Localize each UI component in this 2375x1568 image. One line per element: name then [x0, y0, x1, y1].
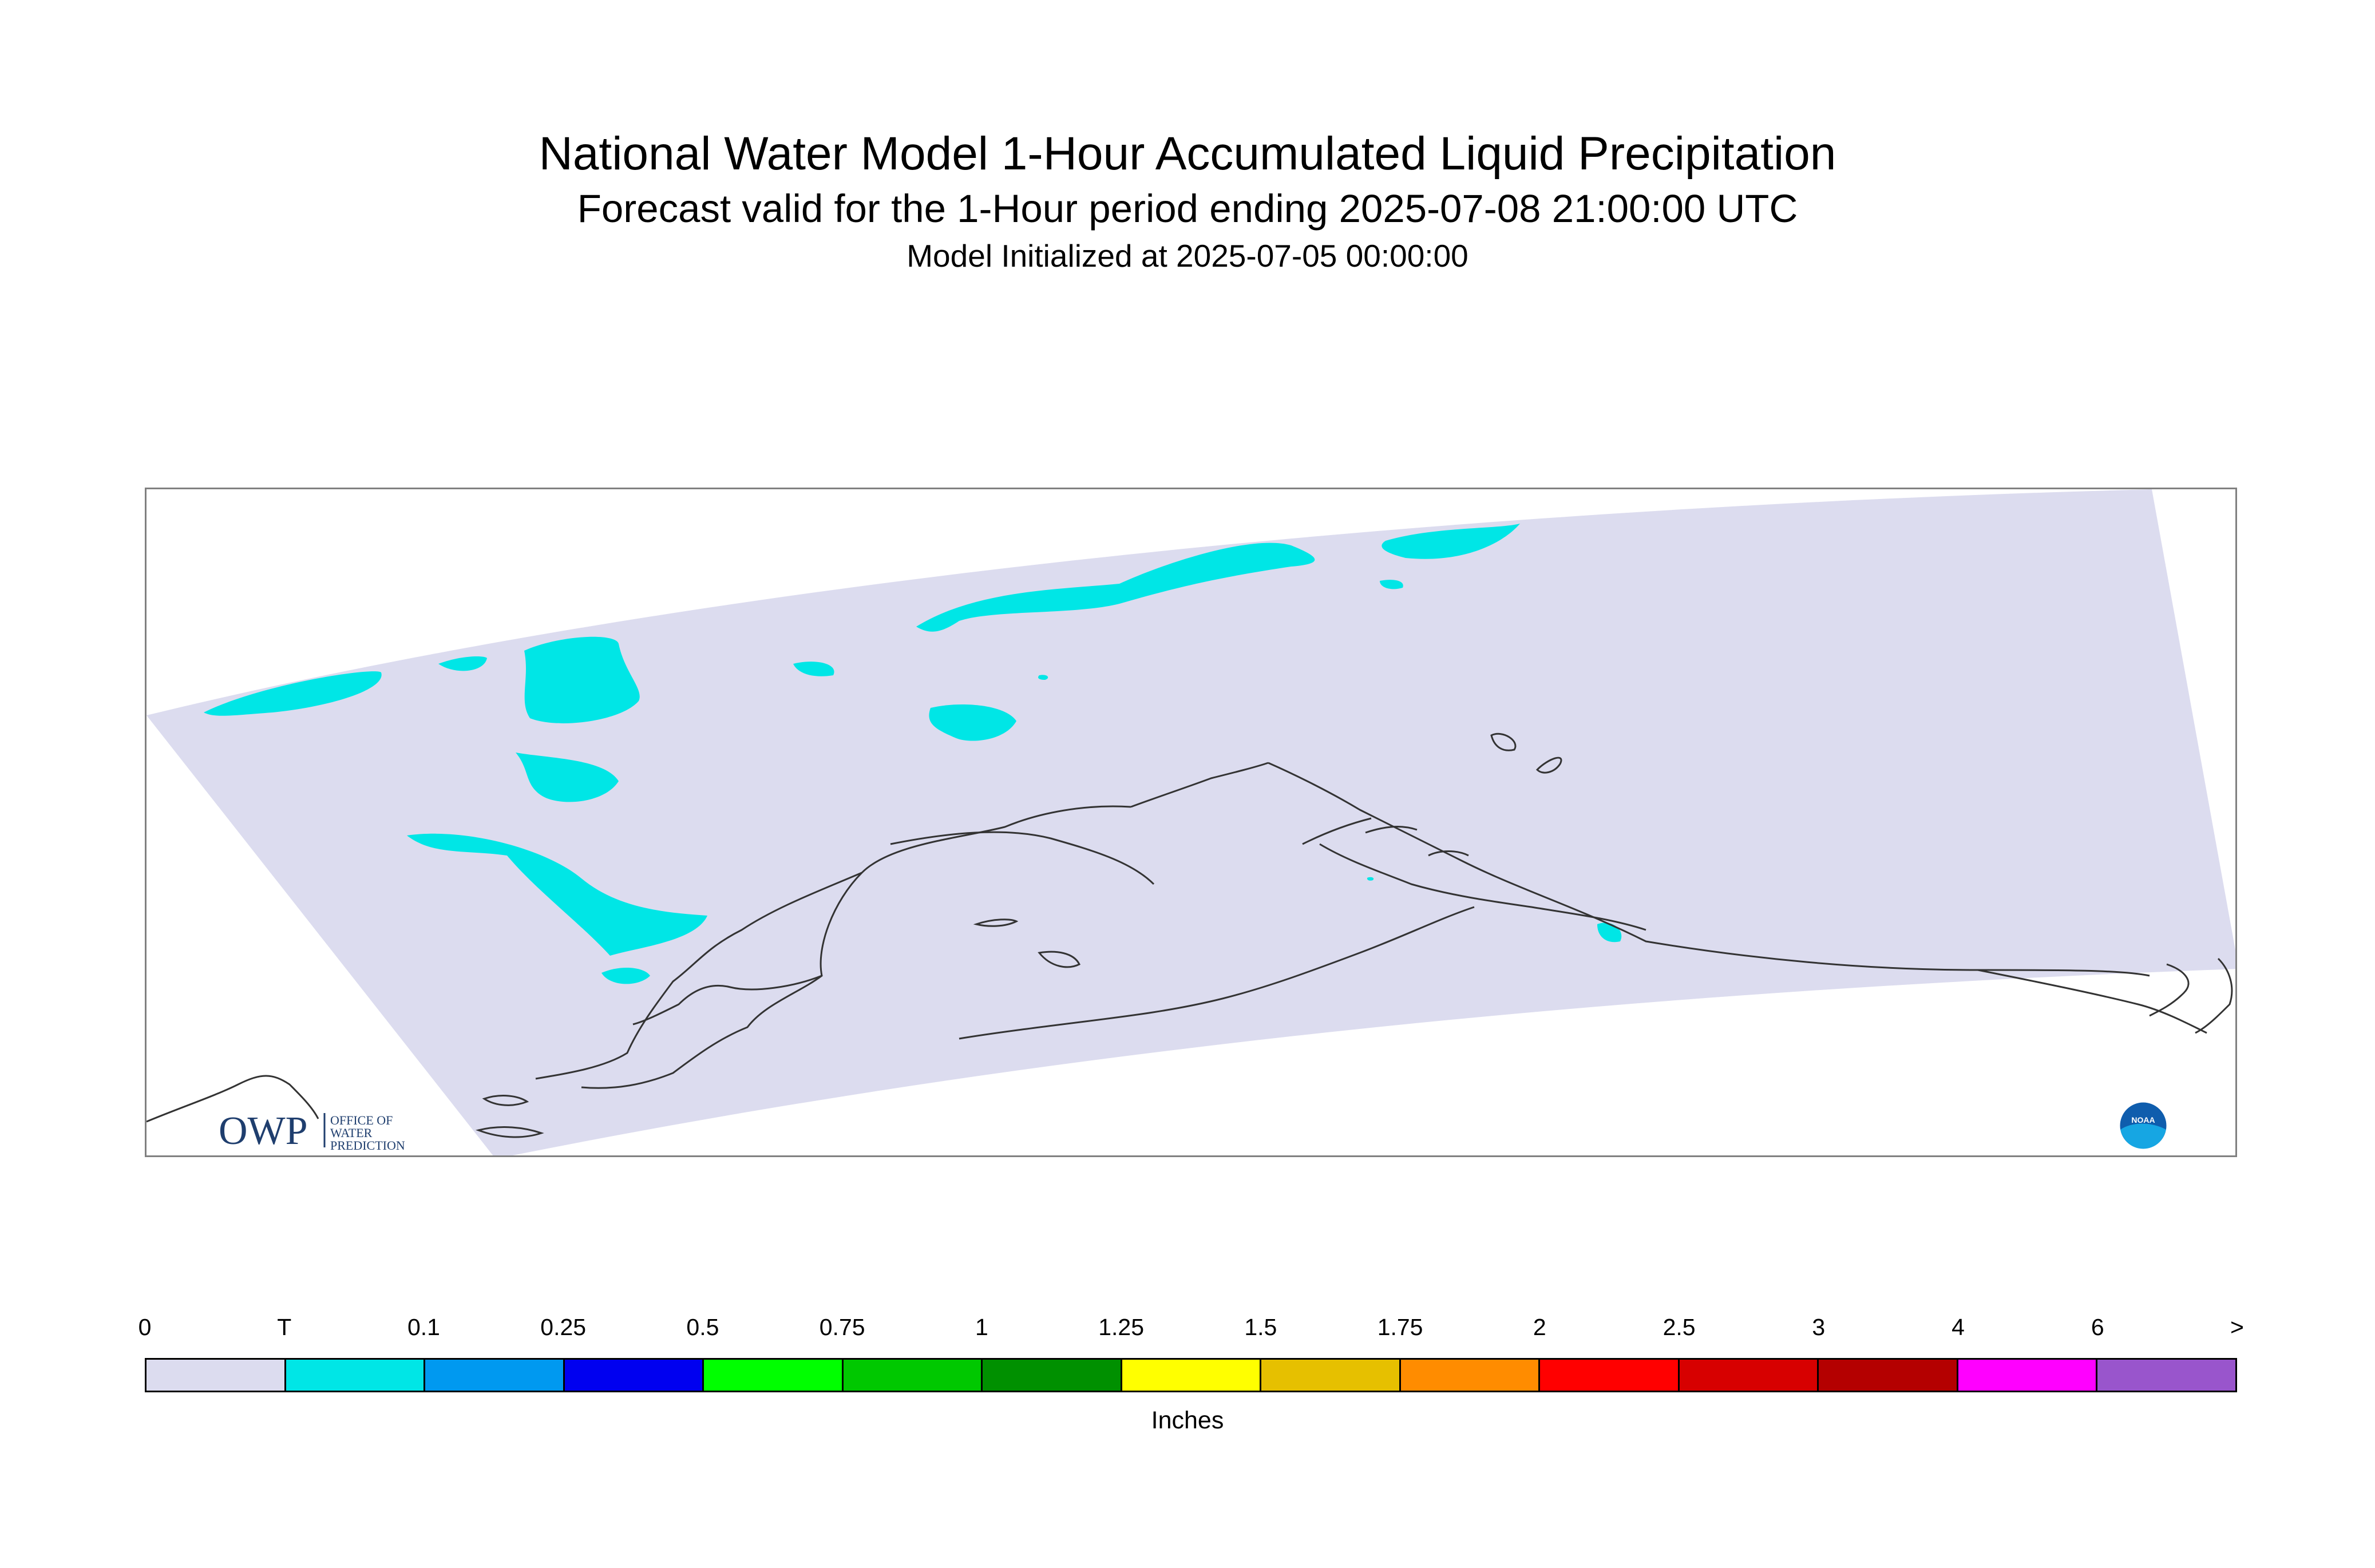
model-initialized-label: Model Initialized at 2025-07-05 00:00:00 — [907, 238, 1468, 274]
legend-tick-label: > — [2230, 1314, 2244, 1340]
legend-swatch — [286, 1360, 426, 1391]
precip-area — [1380, 580, 1403, 589]
legend-tick-label: 1.5 — [1244, 1314, 1277, 1340]
legend-tick-label: 2 — [1533, 1314, 1546, 1340]
coastline-norton — [581, 872, 863, 1089]
owp-logo-text-2: WATER — [330, 1126, 373, 1140]
legend-swatch — [2097, 1360, 2235, 1391]
precip-area — [1367, 877, 1374, 881]
coastline-russia-south — [147, 1075, 319, 1123]
forecast-valid-subtitle: Forecast valid for the 1-Hour period end… — [577, 187, 1798, 231]
legend-swatch — [983, 1360, 1122, 1391]
legend-tick-label: 2.5 — [1662, 1314, 1696, 1340]
legend-tick-label: 0 — [138, 1314, 152, 1340]
legend-tick-label: 1.75 — [1377, 1314, 1423, 1340]
precip-area — [204, 671, 382, 716]
coastline-alaska-west — [535, 805, 1131, 1080]
legend-tick-label: 0.5 — [686, 1314, 719, 1340]
island — [475, 1126, 544, 1138]
legend-tick-label: 0.1 — [407, 1314, 440, 1340]
precip-area — [516, 753, 619, 802]
precip-area — [1038, 675, 1048, 680]
coastline-brooks — [1319, 843, 1646, 931]
noaa-logo: NOAA — [2117, 1100, 2169, 1151]
coastline-chukchi-east — [1268, 762, 2150, 977]
legend-swatch — [147, 1360, 286, 1391]
map-title: National Water Model 1-Hour Accumulated … — [539, 128, 1836, 180]
trace-precip-areas — [204, 524, 1622, 984]
precip-area — [407, 833, 707, 956]
precip-area — [524, 636, 640, 723]
coastline-seward-peninsula — [632, 975, 822, 1025]
legend-swatch — [1122, 1360, 1262, 1391]
legend-tick-label: T — [277, 1314, 292, 1340]
legend-swatch — [843, 1360, 983, 1391]
map-panel — [145, 488, 2237, 1157]
legend-swatch — [1400, 1360, 1541, 1391]
precip-area — [601, 967, 650, 984]
precip-area — [929, 704, 1016, 741]
coastline-canada-islands — [2195, 957, 2233, 1034]
legend-swatch — [1679, 1360, 1819, 1391]
precip-area — [793, 662, 834, 676]
legend-color-bar — [145, 1358, 2237, 1392]
legend-swatch — [564, 1360, 704, 1391]
owp-logo-text-1: OFFICE OF — [330, 1113, 393, 1127]
coastline-kotzebue — [890, 831, 1155, 885]
coastline-canada — [2149, 963, 2190, 1017]
precip-area — [1382, 524, 1520, 559]
owp-logo: OWP OFFICE OF WATER PREDICTION — [219, 1107, 448, 1153]
legend-swatch — [1819, 1360, 1958, 1391]
island — [1038, 951, 1081, 968]
owp-logo-mark: OWP — [219, 1109, 308, 1153]
legend-tick-label: 1.25 — [1098, 1314, 1145, 1340]
noaa-logo-text: NOAA — [2131, 1115, 2155, 1124]
legend-tick-label: 6 — [2091, 1314, 2104, 1340]
legend-swatch — [1261, 1360, 1401, 1391]
island — [482, 1095, 529, 1106]
precip-area — [438, 656, 487, 671]
island — [973, 918, 1019, 927]
legend-tick-label: 0.75 — [819, 1314, 865, 1340]
coastline-beaufort — [1977, 969, 2207, 1034]
legend-tick-label: 1 — [975, 1314, 988, 1340]
coastline-arctic-archipelago — [1302, 817, 1469, 857]
legend-tick-label: 3 — [1812, 1314, 1826, 1340]
legend-tick-label: 4 — [1952, 1314, 1965, 1340]
island — [1490, 732, 1517, 751]
map-canvas — [147, 489, 2235, 1155]
island — [1535, 757, 1562, 774]
coastline-north-slope — [1130, 762, 1269, 808]
coastline-alaska-peninsula — [959, 906, 1475, 1040]
precip-area — [916, 543, 1315, 632]
legend-tick-labels: 0 T 0.1 0.25 0.5 0.75 1 1.25 1.5 1.75 2 2.5 3 4 6 > — [0, 1314, 2375, 1348]
owp-logo-text-3: PREDICTION — [330, 1138, 405, 1153]
legend-unit-label: Inches — [1151, 1407, 1224, 1434]
legend-swatch — [1540, 1360, 1680, 1391]
legend-swatch — [704, 1360, 844, 1391]
legend-swatch — [1958, 1360, 2098, 1391]
model-domain — [147, 489, 2235, 1155]
legend-tick-label: 0.25 — [540, 1314, 587, 1340]
legend-swatch — [425, 1360, 565, 1391]
coastlines — [147, 732, 2233, 1138]
